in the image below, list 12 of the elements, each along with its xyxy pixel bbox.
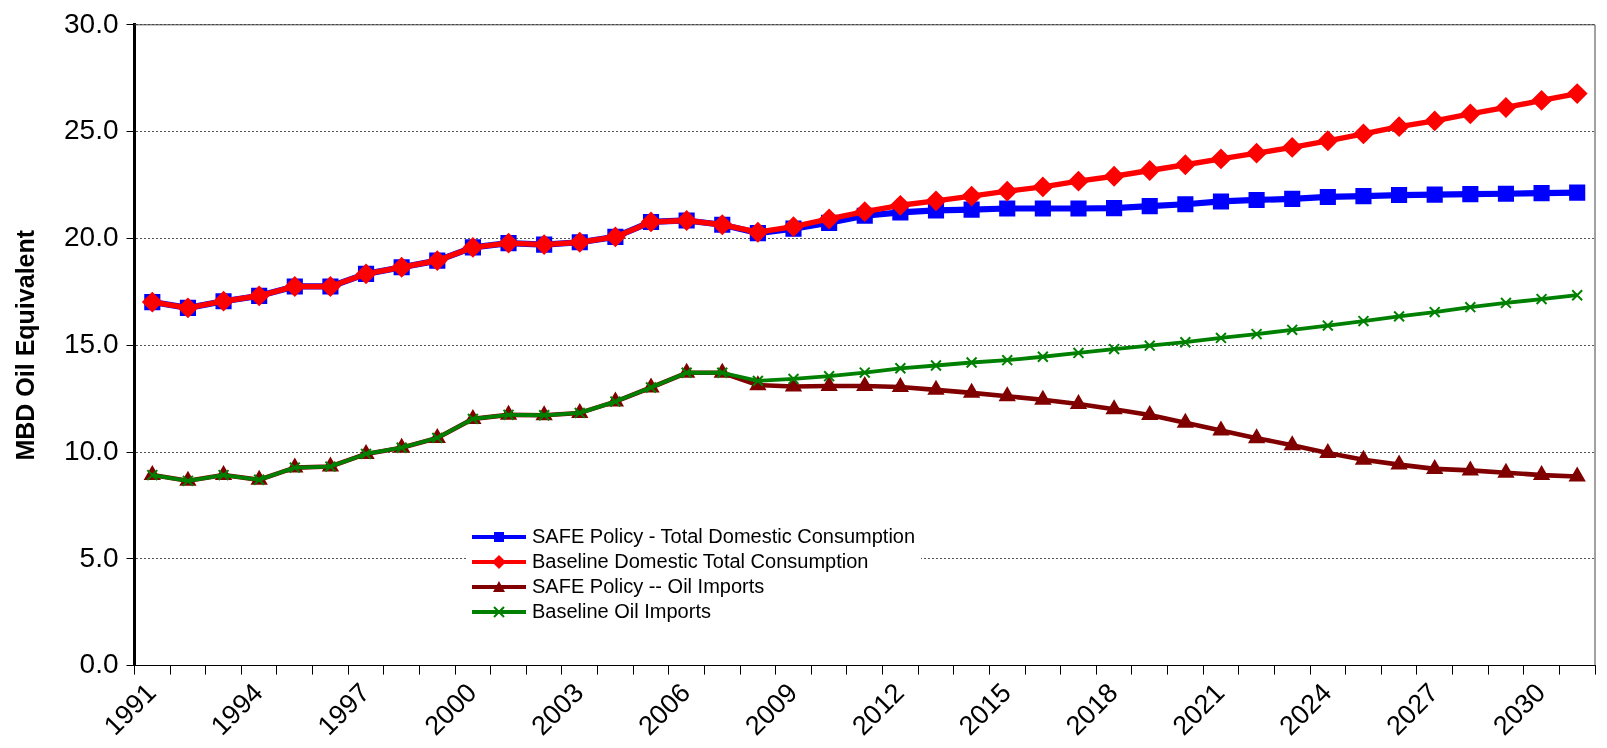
legend-label: Baseline Oil Imports — [532, 599, 711, 624]
y-tick-label: 15.0 — [64, 327, 119, 359]
legend-label: SAFE Policy -- Oil Imports — [532, 574, 765, 599]
y-tick-label: 20.0 — [64, 221, 119, 253]
y-tick-label: 0.0 — [79, 648, 119, 680]
y-tick-label: 25.0 — [64, 114, 119, 146]
y-tick-label: 10.0 — [64, 434, 119, 466]
y-axis-title: MBD Oil Equivalent — [10, 229, 39, 461]
legend-label: SAFE Policy - Total Domestic Consumption — [532, 524, 916, 549]
y-tick-label: 5.0 — [79, 541, 119, 573]
y-tick-label: 30.0 — [64, 7, 119, 39]
legend-label: Baseline Domestic Total Consumption — [532, 549, 869, 574]
